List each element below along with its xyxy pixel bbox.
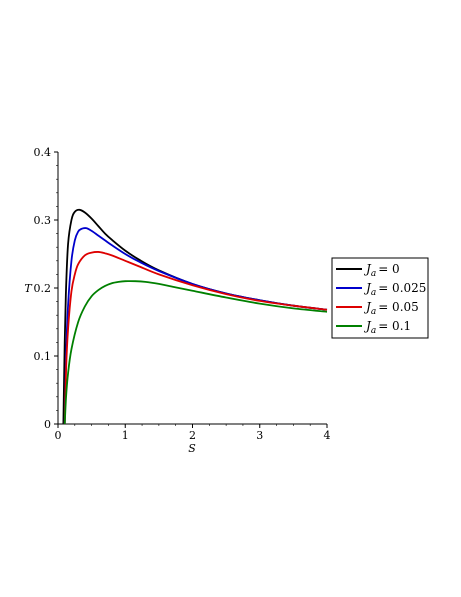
y-tick-label: 0.2 xyxy=(34,282,52,295)
series-line-3 xyxy=(63,280,328,425)
legend-entry: Ja = 0.025 xyxy=(363,281,426,298)
y-tick-label: 0.4 xyxy=(34,146,52,159)
x-tick-label: 1 xyxy=(122,429,129,442)
legend-entry: Ja = 0.05 xyxy=(363,300,419,317)
x-tick-label: 3 xyxy=(256,429,263,442)
axes xyxy=(54,151,328,428)
legend-box xyxy=(331,257,429,339)
y-tick-label: 0.1 xyxy=(34,350,52,363)
legend-entry: Ja = 0 xyxy=(363,262,400,279)
x-tick-label: 4 xyxy=(324,429,331,442)
series-line-1 xyxy=(63,227,328,425)
y-tick-label: 0 xyxy=(44,418,51,431)
x-tick-label: 2 xyxy=(189,429,196,442)
x-axis-label: S xyxy=(188,442,196,455)
y-tick-label: 0.3 xyxy=(34,214,52,227)
series-line-0 xyxy=(62,208,328,425)
y-axis-label: T xyxy=(24,282,33,295)
series-line-2 xyxy=(63,251,328,425)
legend-entry: Ja = 0.1 xyxy=(363,319,411,336)
tick-labels: 0 1 2 3 4 0 0.1 0.2 0.3 0.4 xyxy=(34,146,331,442)
series-lines xyxy=(62,208,328,425)
x-tick-label: 0 xyxy=(55,429,62,442)
legend: Ja = 0 Ja = 0.025 Ja = 0.05 Ja = 0.1 xyxy=(331,257,429,339)
